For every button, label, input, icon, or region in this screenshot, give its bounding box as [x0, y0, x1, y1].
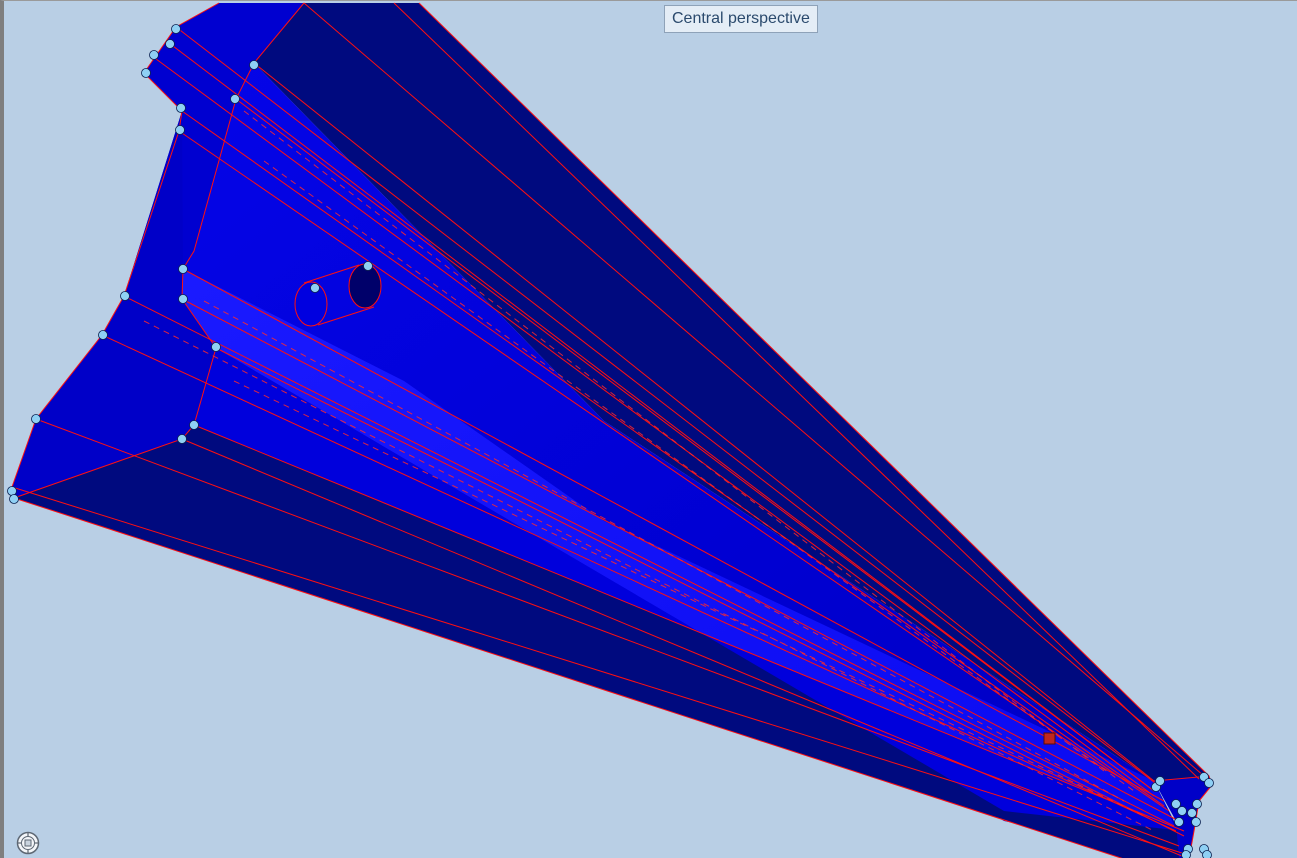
selected-point-marker[interactable] — [1043, 732, 1056, 745]
cylinder-hole[interactable] — [294, 263, 382, 327]
navigation-cube-icon[interactable] — [16, 831, 40, 855]
view-mode-label[interactable]: Central perspective — [664, 5, 818, 33]
top-dark-face[interactable] — [254, 3, 1209, 781]
left-outer-face[interactable] — [12, 111, 216, 498]
main-face[interactable] — [182, 63, 1189, 858]
end-cap-face[interactable] — [1154, 776, 1212, 858]
vertex-points[interactable] — [7, 24, 1214, 858]
bottom-dark-face[interactable] — [14, 425, 1189, 858]
bright-strip[interactable] — [182, 269, 1179, 836]
hidden-edge-hatching — [143, 110, 1155, 832]
3d-model-scene[interactable] — [4, 1, 1297, 858]
